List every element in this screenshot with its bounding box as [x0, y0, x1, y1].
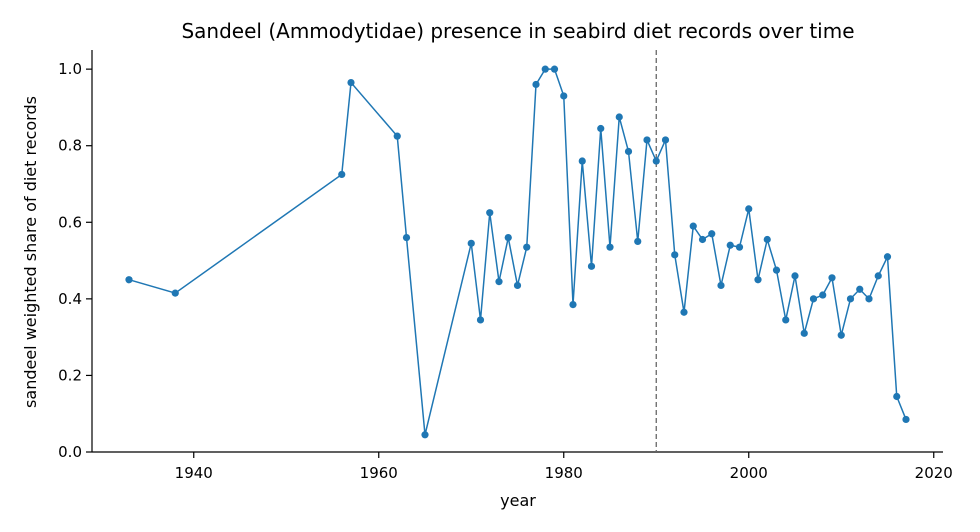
data-point	[735, 243, 744, 251]
data-point	[800, 329, 808, 337]
data-point	[671, 251, 679, 259]
x-tick-label: 2000	[730, 464, 768, 482]
data-point	[717, 281, 725, 290]
data-point	[338, 170, 346, 179]
data-point	[856, 285, 864, 293]
y-tick-label: 0.2	[58, 366, 82, 384]
y-axis-label: sandeel weighted share of diet records	[21, 96, 40, 408]
data-point	[347, 78, 355, 87]
data-point	[467, 239, 475, 247]
data-point	[698, 235, 707, 244]
series-line	[128, 68, 907, 435]
y-tick-label: 0.0	[58, 443, 82, 461]
data-point	[652, 157, 660, 165]
data-point	[421, 431, 429, 439]
data-point	[476, 316, 485, 324]
data-point	[874, 272, 882, 280]
data-point	[597, 124, 605, 133]
data-point	[643, 136, 651, 144]
data-point	[486, 209, 494, 217]
x-tick-label: 1980	[545, 464, 583, 482]
data-point	[606, 243, 614, 251]
data-point	[726, 241, 734, 249]
data-point	[393, 132, 401, 140]
x-axis-label: year	[500, 491, 536, 510]
data-point	[902, 415, 910, 424]
data-point	[791, 272, 799, 280]
data-point	[171, 289, 179, 297]
data-point	[763, 235, 771, 244]
data-point	[809, 295, 818, 303]
y-tick-label: 1.0	[58, 60, 82, 78]
y-tick-label: 0.4	[58, 290, 82, 308]
data-point	[495, 278, 503, 286]
data-point	[125, 276, 133, 284]
data-point	[504, 234, 512, 242]
data-point	[523, 243, 531, 251]
data-point	[689, 222, 697, 230]
data-point	[828, 274, 836, 282]
x-tick-label: 1940	[175, 464, 213, 482]
data-point	[819, 291, 827, 299]
data-point	[846, 295, 855, 303]
data-point	[513, 281, 522, 290]
data-point	[745, 205, 753, 213]
data-point	[560, 92, 568, 100]
data-point	[624, 147, 633, 156]
data-point	[865, 295, 873, 303]
data-point	[883, 253, 892, 261]
data-point	[550, 65, 559, 73]
chart-title: Sandeel (Ammodytidae) presence in seabir…	[181, 19, 854, 43]
data-point	[634, 237, 642, 246]
data-point	[680, 308, 688, 316]
data-point	[541, 65, 549, 73]
data-point	[754, 276, 762, 284]
data-point	[615, 113, 623, 121]
y-tick-label: 0.6	[58, 213, 82, 231]
data-point	[532, 80, 540, 89]
data-point	[772, 266, 781, 274]
data-point	[661, 136, 670, 144]
y-tick-label: 0.8	[58, 137, 82, 155]
data-point	[893, 392, 901, 401]
data-point	[587, 262, 596, 270]
data-point	[569, 301, 577, 309]
x-tick-label: 2020	[915, 464, 953, 482]
data-point	[578, 157, 586, 165]
data-point	[837, 331, 845, 339]
data-point	[708, 230, 716, 238]
data-point	[402, 234, 411, 242]
plot-area: 1940 1960 1980 2000 2020 0.0 0.2 0.4 0.6 0.8 1.0	[58, 50, 953, 482]
x-tick-label: 1960	[360, 464, 398, 482]
data-point	[782, 316, 790, 324]
